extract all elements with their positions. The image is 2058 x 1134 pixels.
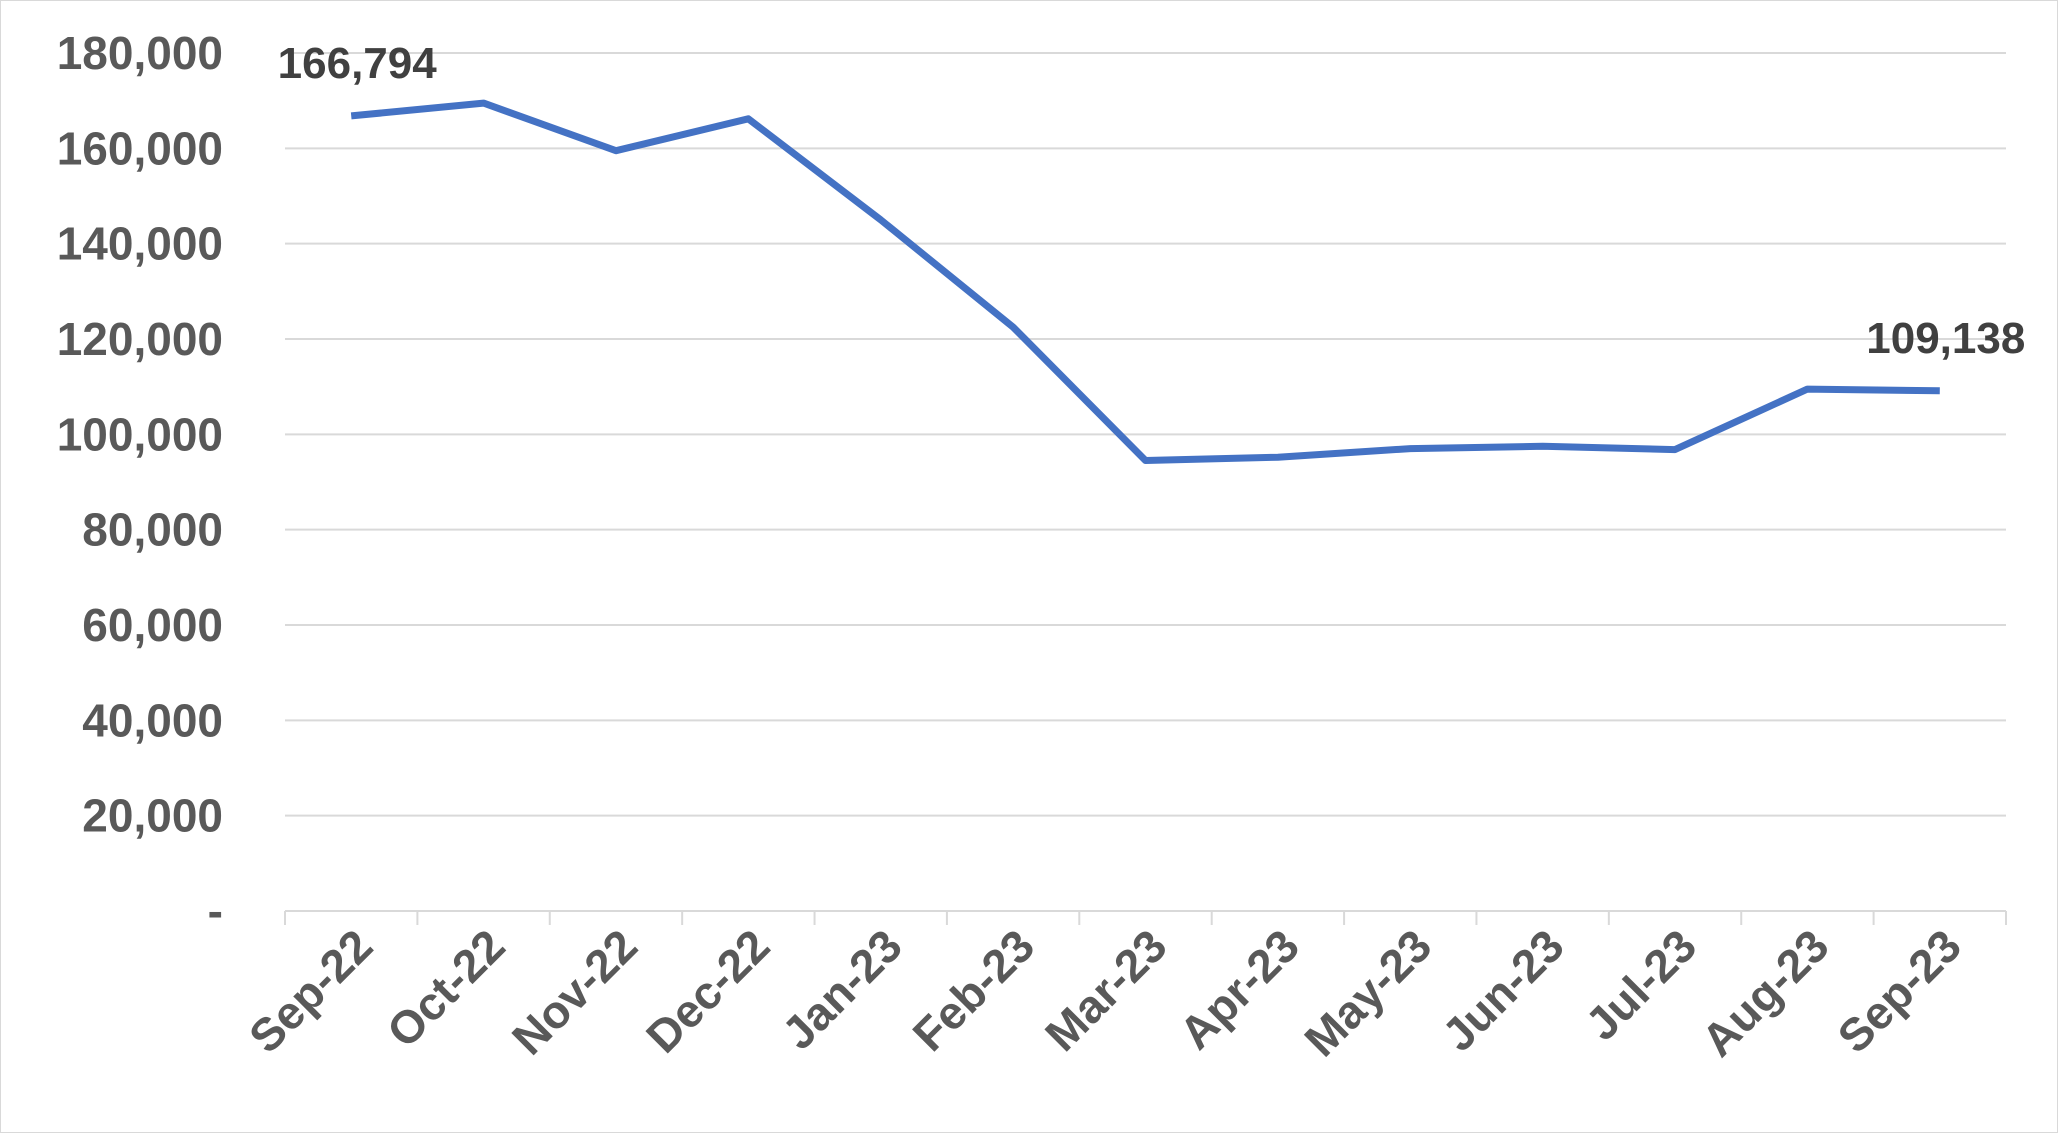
series-line (350, 99, 1940, 464)
y-axis-tick-labels: - 20,000 40,000 60,000 80,000 100,000 120,000 1… (57, 27, 223, 937)
y-tick-label: 100,000 (57, 408, 223, 460)
x-tick-label: Jul-23 (1575, 919, 1706, 1050)
x-tick-label: Sep-23 (1827, 919, 1970, 1062)
y-tick-label: 180,000 (57, 27, 223, 79)
x-tick-label: Aug-23 (1691, 919, 1838, 1066)
x-tick-label: Nov-22 (502, 919, 647, 1064)
x-tick-label: Apr-23 (1169, 919, 1309, 1059)
x-axis (284, 910, 2007, 925)
series-lines (350, 99, 1940, 464)
y-tick-label: 60,000 (82, 599, 223, 651)
x-tick-label: May-23 (1294, 919, 1441, 1066)
x-tick-label: Jan-23 (772, 919, 912, 1059)
data-label: 109,138 (1866, 314, 2025, 363)
y-tick-label: 160,000 (57, 122, 223, 174)
x-tick-label: Dec-22 (636, 919, 779, 1062)
y-tick-label: 120,000 (57, 313, 223, 365)
x-tick-label: Jun-23 (1432, 919, 1574, 1061)
y-tick-label: 40,000 (82, 694, 223, 746)
data-labels: 166,794 109,138 (278, 39, 2026, 363)
x-tick-label: Mar-23 (1035, 919, 1177, 1061)
y-tick-label: 20,000 (82, 790, 223, 842)
data-label: 166,794 (278, 39, 438, 88)
y-tick-label: - (208, 885, 223, 937)
x-axis-tick-labels: Sep-22Oct-22Nov-22Dec-22Jan-23Feb-23Mar-… (239, 919, 1971, 1066)
y-tick-label: 140,000 (57, 218, 223, 270)
gridlines (285, 52, 2006, 817)
x-tick-label: Oct-22 (377, 919, 515, 1057)
x-tick-label: Sep-22 (239, 919, 382, 1062)
x-tick-label: Feb-23 (903, 919, 1045, 1061)
y-tick-label: 80,000 (82, 504, 223, 556)
